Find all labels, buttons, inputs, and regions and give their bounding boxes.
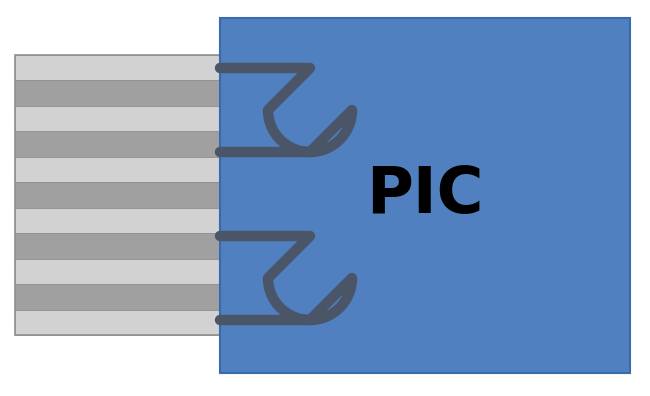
- Bar: [15, 106, 230, 131]
- Text: PIC: PIC: [366, 164, 484, 226]
- Bar: [15, 284, 230, 310]
- Bar: [15, 55, 230, 80]
- Bar: [15, 208, 230, 233]
- Bar: [15, 131, 230, 157]
- Bar: [15, 259, 230, 284]
- Bar: [15, 55, 230, 335]
- Bar: [15, 80, 230, 106]
- Bar: [220, 18, 630, 373]
- Bar: [15, 233, 230, 259]
- Bar: [15, 310, 230, 335]
- Bar: [15, 182, 230, 208]
- Bar: [15, 157, 230, 182]
